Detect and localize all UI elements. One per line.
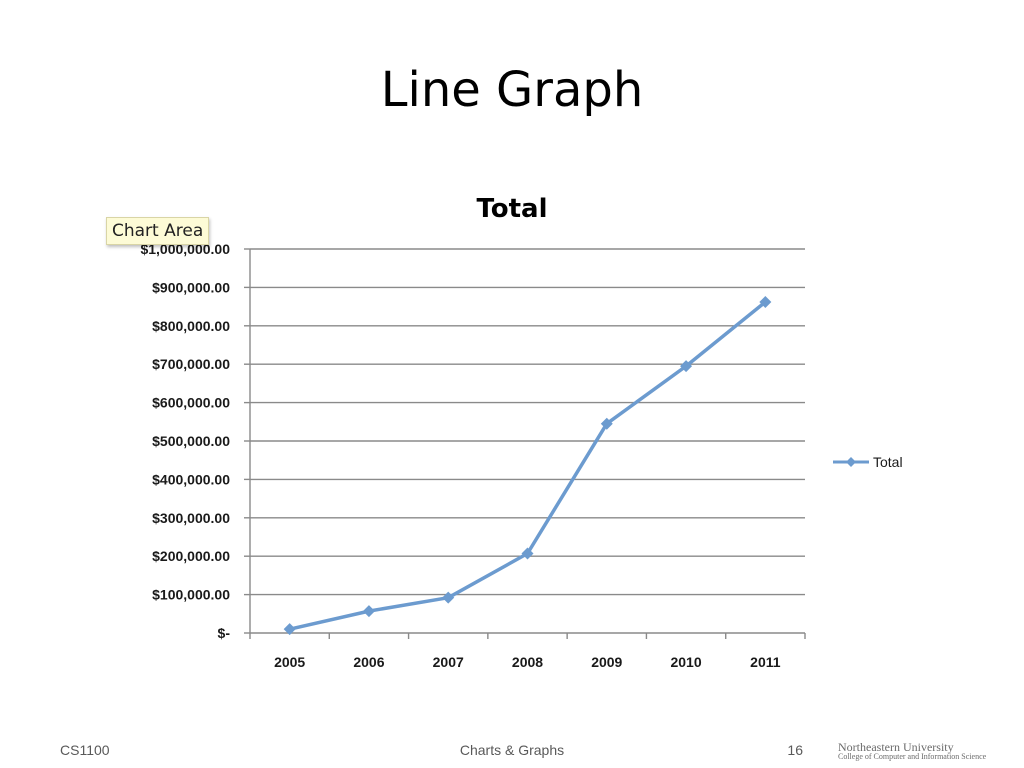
logo-name: Northeastern University [838, 740, 954, 754]
y-tick-label: $300,000.00 [152, 510, 230, 526]
chart-area-tooltip: Chart Area [106, 217, 210, 245]
footer-page-number: 16 [787, 742, 803, 758]
series-line[interactable] [289, 300, 767, 631]
y-tick-label: $900,000.00 [152, 279, 230, 295]
y-tick-label: $200,000.00 [152, 548, 230, 564]
data-point-marker[interactable] [362, 605, 375, 618]
data-point-marker[interactable] [521, 547, 534, 560]
x-tick-label: 2010 [670, 654, 701, 670]
y-tick-label: $700,000.00 [152, 356, 230, 372]
data-point-marker[interactable] [680, 360, 693, 373]
y-tick-label: $1,000,000.00 [140, 241, 230, 257]
x-tick-label: 2005 [274, 654, 305, 670]
data-point-marker[interactable] [600, 417, 613, 430]
x-tick-label: 2011 [750, 654, 781, 670]
x-tick-label: 2007 [433, 654, 464, 670]
data-point-marker[interactable] [759, 295, 772, 308]
data-point-marker[interactable] [442, 591, 455, 604]
x-tick-label: 2006 [353, 654, 384, 670]
legend-marker [846, 457, 856, 467]
legend-label: Total [873, 454, 903, 470]
y-tick-label: $100,000.00 [152, 587, 230, 603]
x-tick-label: 2008 [512, 654, 543, 670]
logo-subtitle: College of Computer and Information Scie… [838, 752, 987, 761]
y-tick-label: $400,000.00 [152, 471, 230, 487]
y-tick-label: $- [218, 625, 231, 641]
footer-course: CS1100 [60, 742, 110, 758]
data-point-marker[interactable] [283, 623, 296, 636]
x-tick-label: 2009 [591, 654, 622, 670]
slide-title: Line Graph [380, 62, 644, 118]
y-tick-label: $500,000.00 [152, 433, 230, 449]
university-logo: Northeastern University College of Compu… [838, 741, 986, 761]
y-tick-label: $600,000.00 [152, 395, 230, 411]
y-tick-label: $800,000.00 [152, 318, 230, 334]
footer-topic: Charts & Graphs [459, 742, 565, 758]
chart-title: Total [476, 194, 547, 224]
